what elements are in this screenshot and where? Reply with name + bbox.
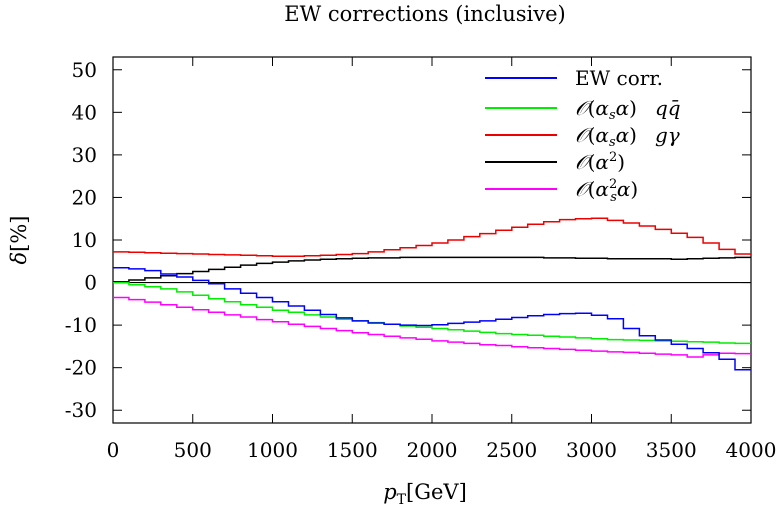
series-line-o-alphas2-alpha	[113, 296, 751, 358]
x-tick-label: 2000	[407, 438, 458, 462]
legend-label-o-alphas2-alpha: 𝒪(α2 sα)	[575, 177, 638, 205]
series-line-o-alphas-alpha-qqbar	[113, 281, 751, 345]
legend-label-o-alphas-alpha-ggamma: 𝒪(αsα) gγ	[575, 123, 680, 150]
series-line-o-alpha2	[113, 256, 751, 283]
x-tick-label: 0	[107, 438, 120, 462]
y-tick-label: 10	[72, 228, 97, 252]
x-tick-label: 1500	[327, 438, 378, 462]
x-tick-labels: 0 500 1000 1500 2000 2500 3000 3500 4000	[107, 438, 777, 462]
series-group	[113, 217, 751, 371]
axis-ticks	[112, 57, 752, 423]
legend-label-ew-corr: EW corr.	[575, 66, 663, 90]
x-tick-label: 500	[174, 438, 212, 462]
series-line-o-alphas-alpha-ggamma	[113, 217, 751, 257]
y-tick-label: 50	[72, 58, 97, 82]
legend-label-o-alphas-alpha-qqbar: 𝒪(αsα) qq̄	[575, 96, 681, 123]
x-tick-label: 4000	[726, 438, 777, 462]
x-tick-label: 1000	[247, 438, 298, 462]
y-tick-label: 20	[72, 185, 97, 209]
y-axis-label: δ[%]	[7, 216, 31, 265]
y-tick-labels: -30 -20 -10 0 10 20 30 40 50	[65, 58, 97, 422]
legend-label-o-alpha2: 𝒪(α2)	[575, 150, 625, 174]
y-tick-label: 0	[84, 271, 97, 295]
x-tick-label: 3000	[566, 438, 617, 462]
y-tick-label: -30	[65, 398, 97, 422]
y-tick-label: 30	[72, 143, 97, 167]
chart-title: EW corrections (inclusive)	[284, 2, 565, 26]
x-axis-label: pT[GeV]	[383, 480, 467, 508]
legend: EW corr. 𝒪(αsα) qq̄ 𝒪(αsα) gγ 𝒪(α2) 𝒪(α2 sα…	[485, 66, 681, 205]
y-tick-label: -10	[65, 313, 97, 337]
series-line-ew-corr	[113, 266, 751, 371]
x-tick-label: 2500	[486, 438, 537, 462]
x-tick-label: 3500	[646, 438, 697, 462]
y-tick-label: -20	[65, 356, 97, 380]
y-tick-label: 40	[72, 100, 97, 124]
